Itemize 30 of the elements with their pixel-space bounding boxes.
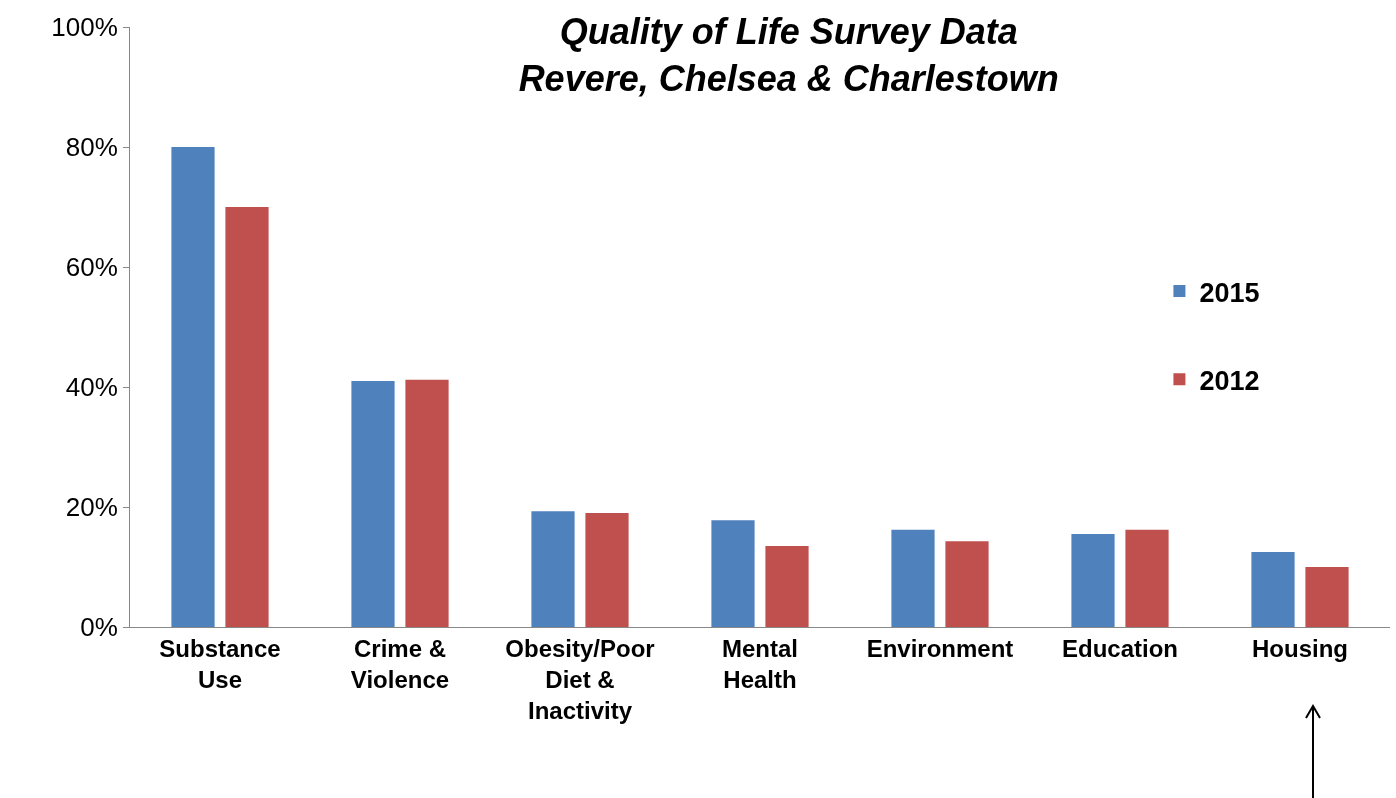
x-tick-label: Mental Health (721, 634, 799, 693)
x-tick-label: Crime & Violence (350, 634, 450, 693)
bar (1071, 534, 1115, 627)
y-tick-label: 100% (51, 12, 118, 43)
bar (225, 207, 269, 627)
bar (1305, 567, 1349, 627)
bar (351, 381, 395, 627)
bar (1125, 529, 1169, 627)
x-tick-label: Obesity/Poor Diet & Inactivity (505, 634, 655, 725)
x-tick-label: Housing (1252, 634, 1348, 662)
chart-title: Quality of Life Survey Data Revere, Chelsea & Charlestown (518, 10, 1059, 99)
bar (531, 511, 575, 627)
y-tick-label: 20% (65, 492, 118, 523)
bar (1251, 552, 1295, 627)
legend-label: 2012 (1199, 365, 1260, 396)
y-tick-label: 80% (65, 132, 118, 163)
y-tick-label: 40% (65, 372, 118, 403)
bar (765, 546, 809, 627)
bar (405, 379, 449, 627)
bar (171, 147, 215, 627)
y-tick-label: 0% (80, 612, 118, 643)
bar (891, 529, 935, 627)
x-tick-label: Environment (866, 634, 1014, 662)
y-tick-label: 60% (65, 252, 118, 283)
bar (711, 520, 755, 627)
bar (945, 541, 989, 627)
x-tick-label: Substance Use (159, 634, 281, 693)
bar (585, 513, 629, 627)
x-tick-label: Education (1061, 634, 1179, 662)
legend-label: 2015 (1199, 277, 1260, 308)
